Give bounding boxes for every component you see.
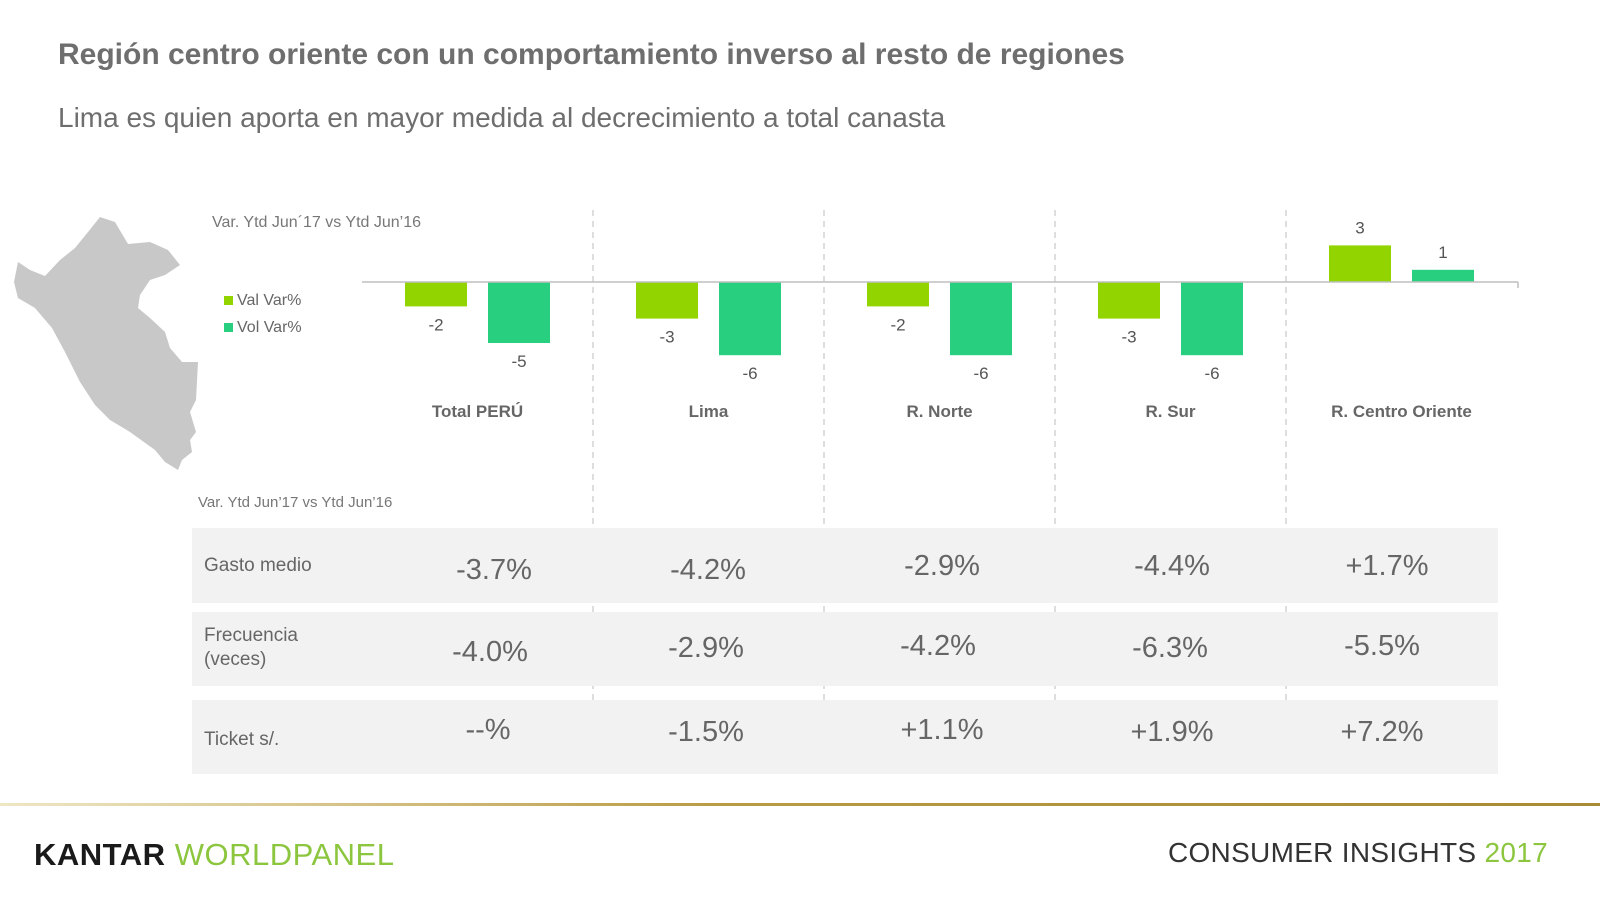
category-label: Total PERÚ — [432, 402, 523, 421]
bar — [1181, 282, 1243, 356]
legend-swatch-val — [224, 296, 233, 305]
table-row-frecuencia: Frecuencia (veces) -4.0% -2.9% -4.2% -6.… — [192, 612, 1498, 686]
chart-legend: Val Var% Vol Var% — [224, 287, 302, 341]
table-cell: -4.4% — [1134, 550, 1210, 582]
category-label: R. Sur — [1145, 402, 1195, 421]
data-label: -6 — [742, 364, 757, 383]
data-label: -5 — [511, 352, 526, 371]
table-cell: -4.2% — [900, 630, 976, 662]
row-label: Gasto medio — [204, 555, 312, 576]
insights-year: 2017 — [1484, 837, 1548, 868]
chart-note: Var. Ytd Jun´17 vs Ytd Jun’16 — [212, 214, 422, 231]
bar — [950, 282, 1012, 356]
table-cell: -2.9% — [904, 550, 980, 582]
table-cell: +1.7% — [1345, 550, 1429, 582]
row-label: Frecuencia (veces) — [204, 625, 298, 670]
category-label: R. Norte — [906, 402, 972, 421]
data-label: -2 — [428, 315, 443, 334]
table-cell: -5.5% — [1344, 630, 1420, 662]
insights-text: CONSUMER INSIGHTS — [1167, 837, 1477, 868]
legend-item-val: Val Var% — [224, 287, 302, 314]
bar — [867, 282, 929, 307]
data-label: -6 — [1204, 364, 1219, 383]
bar — [1098, 282, 1160, 319]
table-cell: -3.7% — [456, 554, 532, 586]
table-cell: -6.3% — [1132, 632, 1208, 664]
bar — [1412, 269, 1474, 282]
data-label: -2 — [890, 315, 905, 334]
table-cell: +7.2% — [1340, 716, 1424, 748]
data-label: -3 — [1121, 328, 1136, 347]
legend-swatch-vol — [224, 323, 233, 332]
table-cell: +1.9% — [1130, 716, 1214, 748]
table-cell: -2.9% — [668, 632, 744, 664]
brand-kantar: KANTAR — [34, 837, 166, 872]
footer-divider — [0, 803, 1600, 806]
bar — [1329, 245, 1391, 282]
brand-worldpanel: WORLDPANEL — [174, 837, 395, 872]
data-label: -6 — [973, 364, 988, 383]
data-label: 1 — [1438, 243, 1447, 262]
kantar-worldpanel-logo: KANTAR WORLDPANEL — [34, 837, 394, 873]
consumer-insights-label: CONSUMER INSIGHTS 2017 — [1168, 837, 1548, 869]
page-subtitle: Lima es quien aporta en mayor medida al … — [58, 102, 946, 133]
table-cell: -4.2% — [670, 554, 746, 586]
category-label: Lima — [689, 402, 729, 421]
table-note: Var. Ytd Jun’17 vs Ytd Jun’16 — [198, 494, 393, 511]
data-label: 3 — [1355, 218, 1364, 237]
bar — [636, 282, 698, 319]
data-label: -3 — [659, 328, 674, 347]
table-cell: --% — [465, 714, 511, 746]
table-cell: +1.1% — [900, 714, 984, 746]
legend-item-vol: Vol Var% — [224, 314, 302, 341]
category-label: R. Centro Oriente — [1331, 402, 1472, 421]
table-cell: -4.0% — [452, 636, 528, 668]
table-row-ticket: Ticket s/. --% -1.5% +1.1% +1.9% +7.2% — [192, 700, 1498, 774]
legend-label-val: Val Var% — [237, 291, 302, 309]
bar — [719, 282, 781, 356]
bar — [405, 282, 467, 307]
table-cell: -1.5% — [668, 716, 744, 748]
legend-label-vol: Vol Var% — [237, 318, 302, 336]
page-title: Región centro oriente con un comportamie… — [58, 38, 1125, 71]
bar — [488, 282, 550, 343]
row-label: Ticket s/. — [204, 729, 280, 750]
table-row-gasto-medio: Gasto medio -3.7% -4.2% -2.9% -4.4% +1.7… — [192, 528, 1498, 603]
